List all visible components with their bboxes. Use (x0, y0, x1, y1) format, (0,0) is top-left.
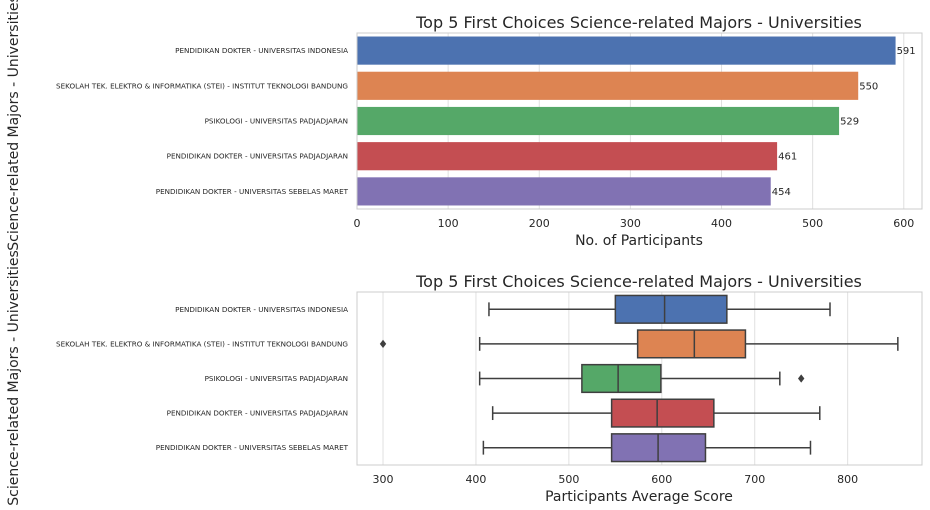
bar-4 (357, 142, 778, 171)
bar-data-label: 550 (859, 81, 878, 92)
box-chart-x-tick-label: 400 (465, 473, 486, 486)
box-category-label: PENDIDIKAN DOKTER - UNIVERSITAS INDONESI… (175, 305, 348, 314)
bar-chart-x-axis-label: No. of Participants (575, 233, 703, 249)
bar-5 (357, 177, 771, 206)
box-chart-x-tick-label: 500 (558, 473, 579, 486)
bar-chart-x-tick-label: 200 (529, 217, 550, 230)
box-chart-frame (356, 291, 923, 466)
bar-1 (357, 36, 896, 65)
bar-chart-x-tick-label: 500 (802, 217, 823, 230)
bar-category-label: PSIKOLOGI - UNIVERSITAS PADJADJARAN (205, 117, 348, 126)
bar-chart: Top 5 First Choices Science-related Majo… (6, 0, 923, 251)
box-category-label: PENDIDIKAN DOKTER - UNIVERSITAS PADJADJA… (167, 409, 348, 418)
bar-data-label: 529 (840, 117, 859, 128)
box-category-label: PENDIDIKAN DOKTER - UNIVERSITAS SEBELAS … (156, 443, 349, 452)
box-4 (610, 398, 715, 428)
bar-data-label: 454 (772, 187, 791, 198)
box-chart-x-tick-label: 800 (837, 473, 858, 486)
bar-chart-x-tick-label: 400 (711, 217, 732, 230)
box-chart-title: Top 5 First Choices Science-related Majo… (415, 272, 862, 291)
box-outlier (379, 339, 387, 349)
bar-chart-x-tick-label: 0 (354, 217, 361, 230)
bar-chart-frame (356, 32, 923, 210)
bar-category-label: PENDIDIKAN DOKTER - UNIVERSITAS PADJADJA… (167, 152, 348, 161)
box-chart: Top 5 First Choices Science-related Majo… (6, 250, 923, 506)
bar-chart-x-tick-label: 100 (438, 217, 459, 230)
box-chart-x-tick-label: 600 (651, 473, 672, 486)
box-chart-x-tick-label: 300 (373, 473, 394, 486)
bar-chart-bars: 591 550 529 461 454 (357, 36, 916, 206)
box-chart-x-axis-label: Participants Average Score (545, 489, 733, 505)
bar-data-label: 461 (778, 152, 797, 163)
box-chart-y-axis-label: Science-related Majors - Universities (6, 250, 22, 506)
box-chart-category-labels: PENDIDIKAN DOKTER - UNIVERSITAS INDONESI… (56, 305, 349, 452)
bar-chart-category-labels: PENDIDIKAN DOKTER - UNIVERSITAS INDONESI… (56, 46, 349, 196)
bar-category-label: PENDIDIKAN DOKTER - UNIVERSITAS INDONESI… (175, 46, 348, 55)
box-outlier (797, 374, 805, 383)
box-category-label: PSIKOLOGI - UNIVERSITAS PADJADJARAN (205, 374, 348, 383)
bar-category-label: PENDIDIKAN DOKTER - UNIVERSITAS SEBELAS … (156, 187, 349, 196)
bar-chart-x-tick-label: 600 (893, 217, 914, 230)
bar-3 (357, 106, 840, 136)
box-chart-boxes (379, 294, 899, 463)
bar-chart-x-tick-label: 300 (620, 217, 641, 230)
bar-chart-x-ticks: 0 100 200 300 400 500 600 (354, 217, 915, 230)
box-chart-x-ticks: 300 400 500 600 700 800 (373, 473, 859, 486)
box-3 (581, 363, 662, 394)
box-2 (636, 329, 747, 359)
bar-category-label: SEKOLAH TEK. ELEKTRO & INFORMATIKA (STEI… (56, 81, 348, 90)
box-1 (614, 294, 728, 324)
bar-2 (357, 71, 859, 100)
bar-chart-title: Top 5 First Choices Science-related Majo… (415, 13, 862, 32)
box-chart-x-tick-label: 700 (744, 473, 765, 486)
box-category-label: SEKOLAH TEK. ELEKTRO & INFORMATIKA (STEI… (56, 339, 348, 348)
bar-data-label: 591 (897, 46, 916, 57)
bar-chart-y-axis-label: Science-related Majors - Universities (6, 0, 22, 251)
